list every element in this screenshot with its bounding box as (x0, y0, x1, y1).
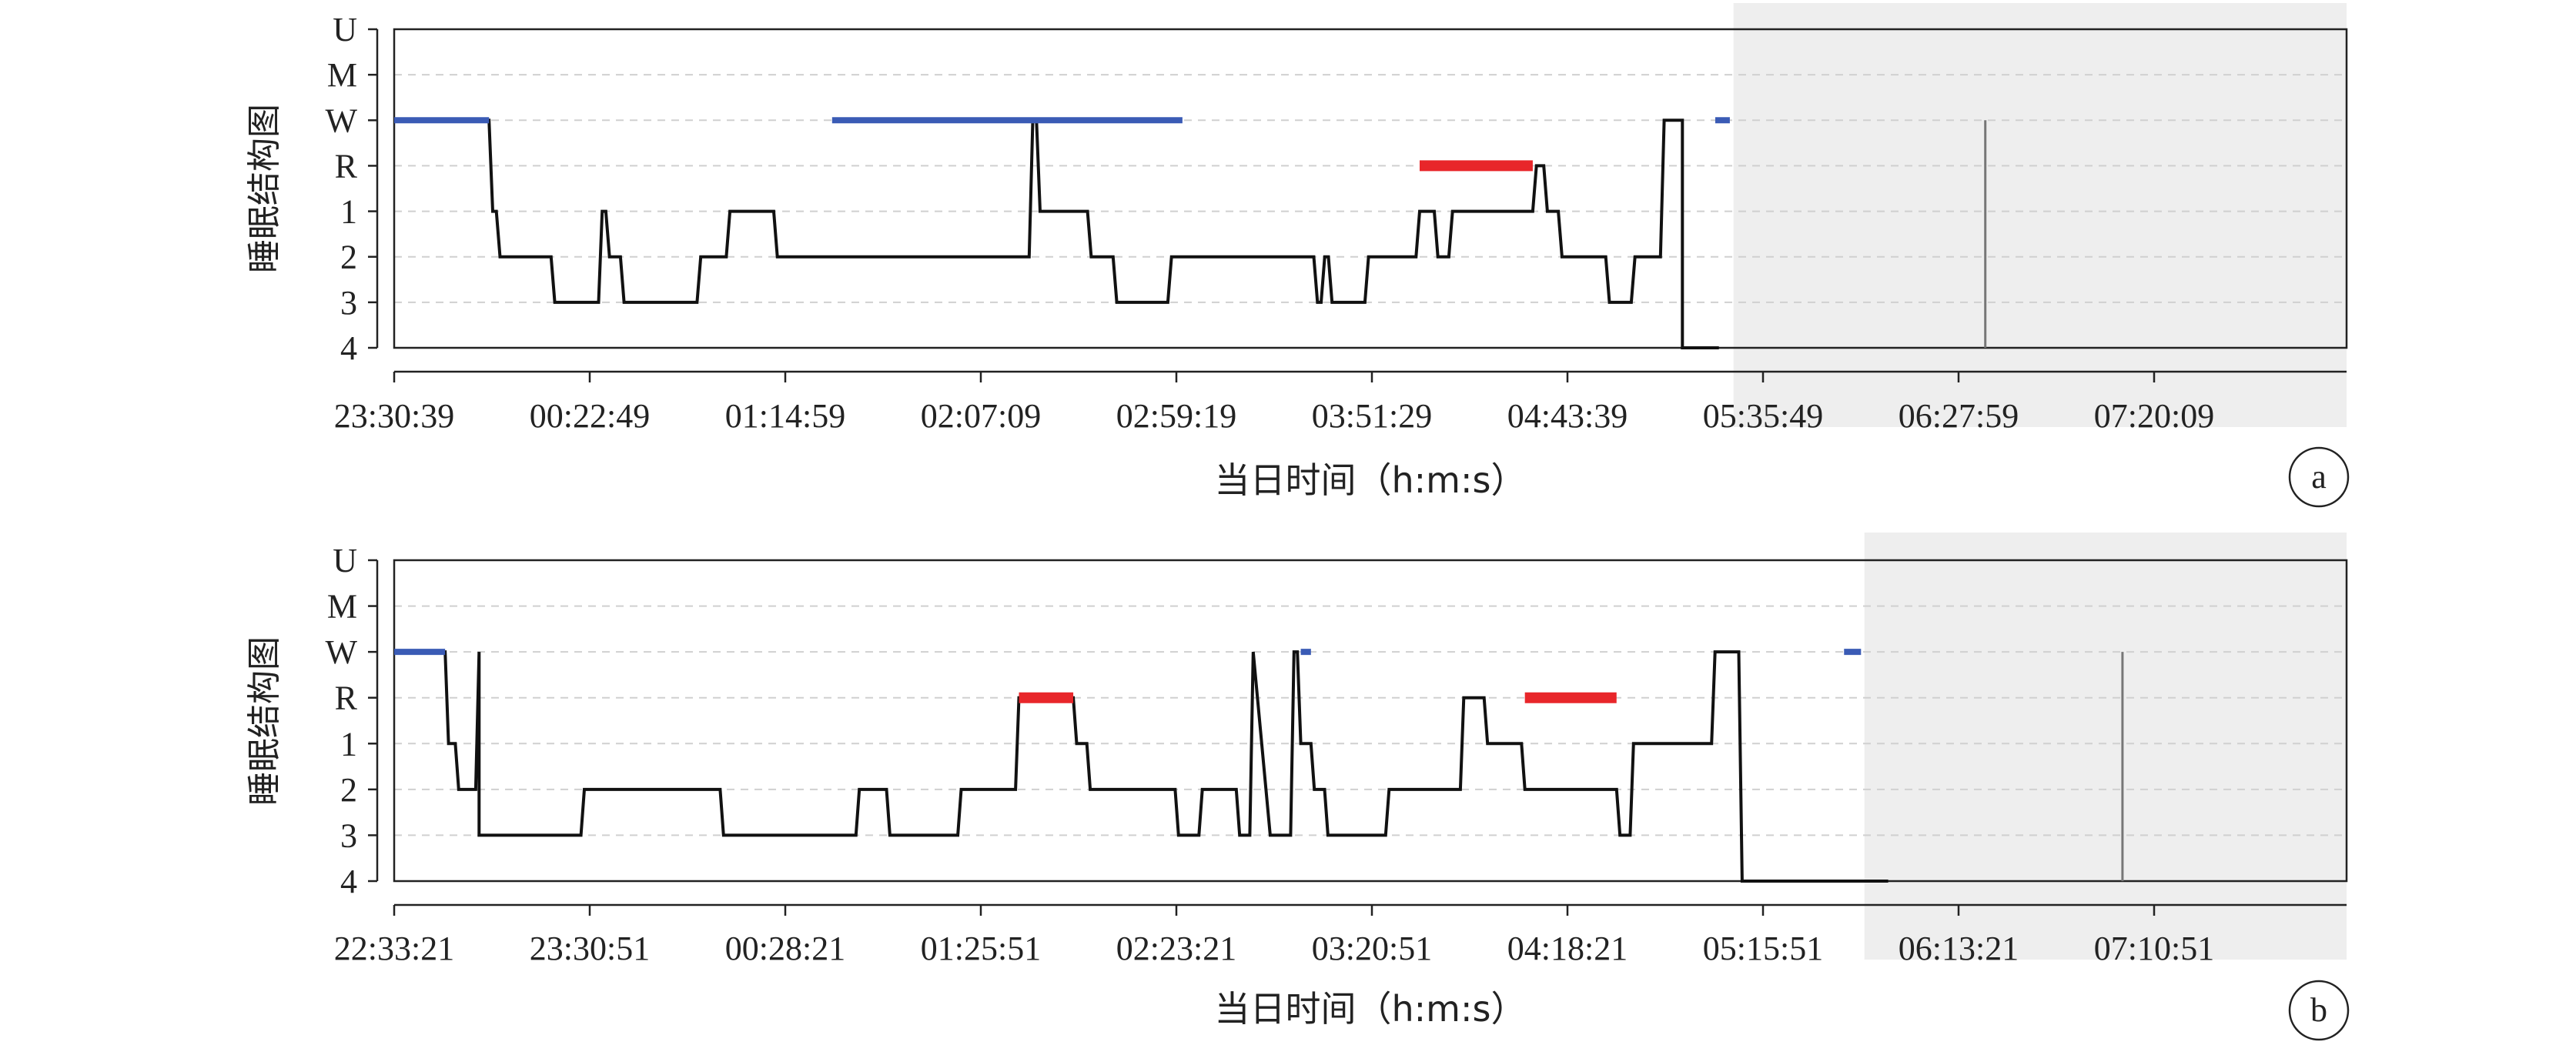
x-tick-label-0: 22:33:21 (334, 930, 454, 967)
y-tick-label-4: 4 (340, 863, 357, 900)
y-axis-title: 睡眠结构图 (245, 104, 284, 273)
x-tick-label-1: 23:30:51 (530, 930, 650, 967)
y-tick-label-R: R (335, 679, 358, 717)
x-tick-label-7: 05:35:49 (1703, 397, 1823, 435)
x-tick-label-8: 06:13:21 (1899, 930, 2019, 967)
y-tick-label-U: U (333, 11, 357, 48)
plot-frame (393, 559, 2348, 883)
x-tick-label-9: 07:10:51 (2094, 930, 2214, 967)
x-tick-label-7: 05:15:51 (1703, 930, 1823, 967)
y-tick-label-3: 3 (340, 816, 357, 854)
x-axis-title: 当日时间（h:m:s） (1215, 459, 1527, 501)
panel-label: b (2310, 991, 2327, 1029)
y-tick-label-4: 4 (340, 329, 357, 367)
x-tick-label-0: 23:30:39 (334, 397, 454, 435)
plot-frame (393, 28, 2348, 349)
y-tick-label-1: 1 (340, 193, 357, 231)
x-tick-label-9: 07:20:09 (2094, 397, 2214, 435)
x-tick-label-4: 02:23:21 (1116, 930, 1236, 967)
hypnogram-line (394, 119, 1719, 349)
y-tick-label-1: 1 (340, 725, 357, 763)
y-tick-label-W: W (325, 633, 357, 671)
panel-label-circle (2288, 446, 2350, 508)
x-tick-label-6: 04:43:39 (1507, 397, 1628, 435)
panel-label: a (2311, 458, 2327, 496)
x-tick-label-2: 01:14:59 (725, 397, 845, 435)
y-tick-label-M: M (327, 56, 357, 94)
y-axis-title: 睡眠结构图 (245, 636, 284, 806)
x-tick-label-3: 01:25:51 (921, 930, 1041, 967)
x-tick-label-4: 02:59:19 (1116, 397, 1236, 435)
x-tick-label-8: 06:27:59 (1899, 397, 2019, 435)
x-tick-label-5: 03:20:51 (1312, 930, 1432, 967)
unrecorded-shaded-region (1864, 533, 2347, 960)
x-axis-title: 当日时间（h:m:s） (1215, 988, 1527, 1030)
unrecorded-shaded-region (1733, 3, 2347, 427)
x-tick-label-5: 03:51:29 (1312, 397, 1432, 435)
y-tick-label-R: R (335, 147, 358, 185)
y-tick-label-2: 2 (340, 771, 357, 809)
y-tick-label-U: U (333, 542, 357, 579)
x-tick-label-1: 00:22:49 (530, 397, 650, 435)
y-tick-label-3: 3 (340, 284, 357, 322)
y-tick-label-M: M (327, 588, 357, 626)
panel-label-circle (2288, 980, 2350, 1041)
x-tick-label-6: 04:18:21 (1507, 930, 1628, 967)
x-tick-label-2: 00:28:21 (725, 930, 845, 967)
y-tick-label-2: 2 (340, 239, 357, 276)
hypnogram-line (394, 650, 1889, 883)
x-tick-label-3: 02:07:09 (921, 397, 1041, 435)
y-tick-label-W: W (325, 102, 357, 139)
